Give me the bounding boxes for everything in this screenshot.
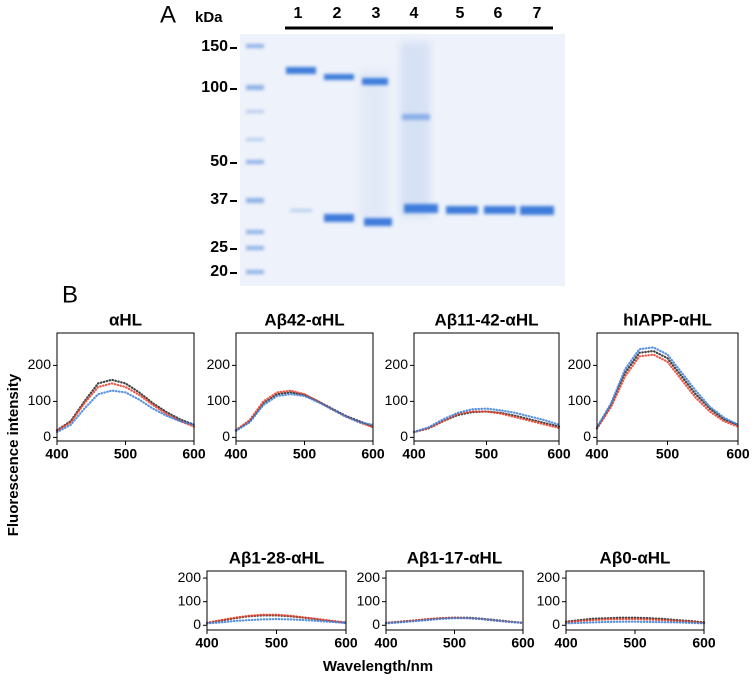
- y-tick-label: 0: [193, 616, 201, 632]
- chart: Aβ1-17-αHL 0 100 200 400 500 600: [357, 548, 535, 650]
- chart-title: Aβ42-αHL: [264, 310, 344, 329]
- lane-label: 7: [533, 5, 542, 22]
- y-axis-label: Fluorescence intensity: [5, 373, 22, 536]
- data-line: [412, 407, 561, 434]
- data-line: [595, 346, 740, 429]
- chart-title: Aβ1-17-αHL: [407, 548, 502, 567]
- marker-label: 50: [210, 153, 228, 170]
- marker-label: 37: [210, 191, 228, 208]
- chart: Aβ0-αHL 0 100 200 400 500 600: [537, 548, 716, 650]
- y-tick-label: 100: [28, 392, 52, 408]
- lane-label: 1: [294, 5, 303, 22]
- chart: Aβ1-28-αHL 0 100 200 400 500 600: [178, 548, 358, 650]
- y-tick-label: 0: [222, 428, 230, 444]
- data-line: [234, 393, 375, 432]
- y-tick-label: 200: [357, 569, 381, 585]
- marker-lane: [246, 44, 264, 274]
- data-line: [595, 353, 740, 430]
- marker-label: 20: [210, 263, 228, 280]
- marker-label: 150: [201, 38, 228, 55]
- lane-label: 6: [494, 5, 503, 22]
- data-line: [564, 618, 706, 624]
- x-tick-label: 600: [692, 635, 716, 651]
- data-line: [564, 620, 706, 625]
- data-line: [384, 617, 525, 625]
- gel: [240, 34, 565, 286]
- y-tick-label: 100: [537, 592, 561, 608]
- lane-label: 5: [456, 5, 465, 22]
- marker-label: 100: [201, 79, 228, 96]
- x-tick-label: 600: [334, 635, 358, 651]
- y-tick-label: 100: [207, 392, 231, 408]
- y-tick-label: 200: [385, 356, 409, 372]
- y-tick-label: 0: [552, 616, 560, 632]
- chart: αHL 0 100 200 400 500 600: [28, 310, 206, 461]
- x-tick-label: 500: [114, 446, 138, 462]
- data-line: [412, 410, 561, 434]
- x-tick-label: 600: [361, 446, 385, 462]
- y-tick-label: 0: [583, 428, 591, 444]
- marker-label: 25: [210, 239, 228, 256]
- data-line: [55, 389, 196, 434]
- x-tick-label: 500: [475, 446, 499, 462]
- data-line: [205, 613, 348, 624]
- y-tick-label: 0: [372, 616, 380, 632]
- smear: [360, 70, 388, 220]
- data-line: [595, 349, 740, 430]
- chart: hIAPP-αHL 0 100 200 400 500 600: [568, 310, 750, 461]
- x-tick-label: 500: [623, 635, 647, 651]
- chart-title: Aβ11-42-αHL: [435, 310, 539, 329]
- lane-label: 2: [333, 5, 342, 22]
- x-tick-label: 600: [182, 446, 206, 462]
- chart-title: Aβ1-28-αHL: [229, 548, 324, 567]
- y-tick-label: 200: [568, 356, 592, 372]
- panel-label: B: [62, 281, 78, 308]
- y-tick-label: 200: [28, 356, 52, 372]
- smear: [400, 42, 430, 217]
- x-tick-label: 600: [726, 446, 750, 462]
- data-line: [205, 617, 348, 625]
- x-axis-label: Wavelength/nm: [323, 658, 433, 675]
- bands: [286, 67, 554, 226]
- x-tick-label: 400: [224, 446, 248, 462]
- x-tick-label: 400: [45, 446, 69, 462]
- y-tick-label: 200: [207, 356, 231, 372]
- x-tick-label: 400: [402, 446, 426, 462]
- y-tick-label: 100: [357, 592, 381, 608]
- y-tick-label: 200: [178, 569, 202, 585]
- x-tick-label: 600: [511, 635, 535, 651]
- x-tick-label: 400: [195, 635, 219, 651]
- x-tick-label: 500: [293, 446, 317, 462]
- chart-title: hIAPP-αHL: [623, 310, 712, 329]
- chart: Aβ42-αHL 0 100 200 400 500 600: [207, 310, 385, 461]
- y-tick-label: 0: [400, 428, 408, 444]
- plot-frame: [235, 332, 374, 442]
- x-tick-label: 500: [443, 635, 467, 651]
- lane-label: 3: [372, 5, 381, 22]
- y-tick-label: 100: [568, 392, 592, 408]
- chart: Aβ11-42-αHL 0 100 200 400 500 600: [385, 310, 571, 461]
- x-tick-label: 500: [656, 446, 680, 462]
- lane-label: 4: [410, 5, 419, 22]
- x-tick-label: 600: [547, 446, 571, 462]
- panel-label: A: [160, 1, 176, 28]
- chart-title: αHL: [109, 310, 142, 329]
- data-line: [55, 382, 196, 432]
- y-tick-label: 100: [178, 592, 202, 608]
- y-tick-label: 100: [385, 392, 409, 408]
- x-tick-label: 500: [265, 635, 289, 651]
- y-tick-label: 0: [43, 428, 51, 444]
- unit-label: kDa: [195, 9, 223, 26]
- x-tick-label: 400: [374, 635, 398, 651]
- y-tick-label: 200: [537, 569, 561, 585]
- x-tick-label: 400: [554, 635, 578, 651]
- chart-title: Aβ0-αHL: [600, 548, 671, 567]
- x-tick-label: 400: [585, 446, 609, 462]
